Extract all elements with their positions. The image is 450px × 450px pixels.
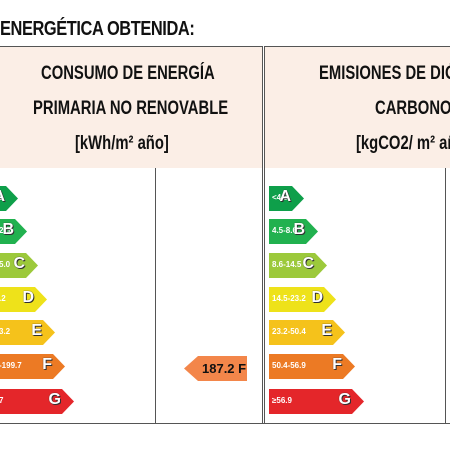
right-bar-f-letter: F (332, 356, 342, 373)
left-bar-e-letter: E (31, 322, 42, 339)
right-header-line2: CARBONO (375, 98, 450, 119)
right-bar-g-letter: G (338, 391, 351, 408)
left-header-line2: PRIMARIA NO RENOVABLE (33, 98, 229, 119)
right-bar-d-letter: D (311, 289, 323, 306)
right-bar-c: 8.6-14.5 C (269, 253, 327, 278)
left-bar-f: -199.7 F (0, 354, 65, 379)
right-bar-a-range: <4.5 (272, 193, 288, 202)
right-bar-f-range: 50.4-56.9 (272, 361, 306, 370)
right-unit-label: [kgCO2/ m² año (356, 133, 450, 154)
right-bar-g: ≥56.9 G (269, 389, 364, 414)
right-bar-d-range: 14.5-23.2 (272, 294, 306, 303)
left-header: CONSUMO DE ENERGÍA PRIMARIA NO RENOVABLE… (0, 46, 262, 170)
section-title: ENERGÉTICA OBTENIDA: (0, 18, 195, 40)
right-header-line1: EMISIONES DE DIÓXI (319, 63, 450, 84)
right-bar-c-range: 8.6-14.5 (272, 260, 302, 269)
left-bar-d-range: .2 (1, 294, 6, 303)
left-bar-g-range: 7 (0, 396, 4, 405)
left-bar-b-letter: B (2, 221, 14, 238)
left-bar-c-range: 5.0 (0, 260, 11, 269)
left-bar-g-letter: G (48, 391, 61, 408)
left-bar-f-range: -199.7 (0, 361, 22, 370)
left-unit-label: [kWh/m² año] (75, 133, 169, 154)
right-bar-c-letter: C (302, 255, 314, 272)
left-inner-divider (155, 168, 156, 423)
right-header: EMISIONES DE DIÓXI CARBONO [kgCO2/ m² añ… (264, 46, 450, 170)
right-bar-b: 4.5-8.6 B (269, 219, 318, 244)
right-bar-a-letter: A (279, 188, 291, 205)
left-bar-a-letter: A (0, 188, 5, 206)
left-bar-c-letter: C (13, 255, 25, 272)
left-bar-b-range: 2.5 (0, 226, 11, 235)
left-bar-f-letter: F (42, 356, 52, 373)
column-divider-inner (264, 46, 265, 423)
rating-result-indicator: 187.2 F (184, 356, 247, 381)
right-bar-e: 23.2-50.4 E (269, 320, 345, 345)
left-bar-e: 3.2 E (0, 320, 55, 345)
rating-result-value: 187.2 F (202, 361, 247, 376)
column-divider (262, 46, 263, 423)
rating-body (0, 168, 450, 423)
left-bar-e-range: 3.2 (0, 327, 11, 336)
left-bar-a-range: 2 (0, 193, 4, 202)
left-bar-d-letter: D (22, 289, 34, 306)
left-header-line1: CONSUMO DE ENERGÍA (41, 63, 215, 84)
right-bar-e-letter: E (321, 322, 332, 339)
right-inner-divider (445, 168, 446, 423)
right-bar-b-letter: B (293, 221, 305, 238)
bottom-border (0, 423, 450, 424)
right-bar-d: 14.5-23.2 D (269, 287, 336, 312)
right-bar-g-range: ≥56.9 (272, 396, 292, 405)
right-bar-e-range: 23.2-50.4 (272, 327, 306, 336)
right-bar-b-range: 4.5-8.6 (272, 226, 297, 235)
right-bar-f: 50.4-56.9 F (269, 354, 355, 379)
